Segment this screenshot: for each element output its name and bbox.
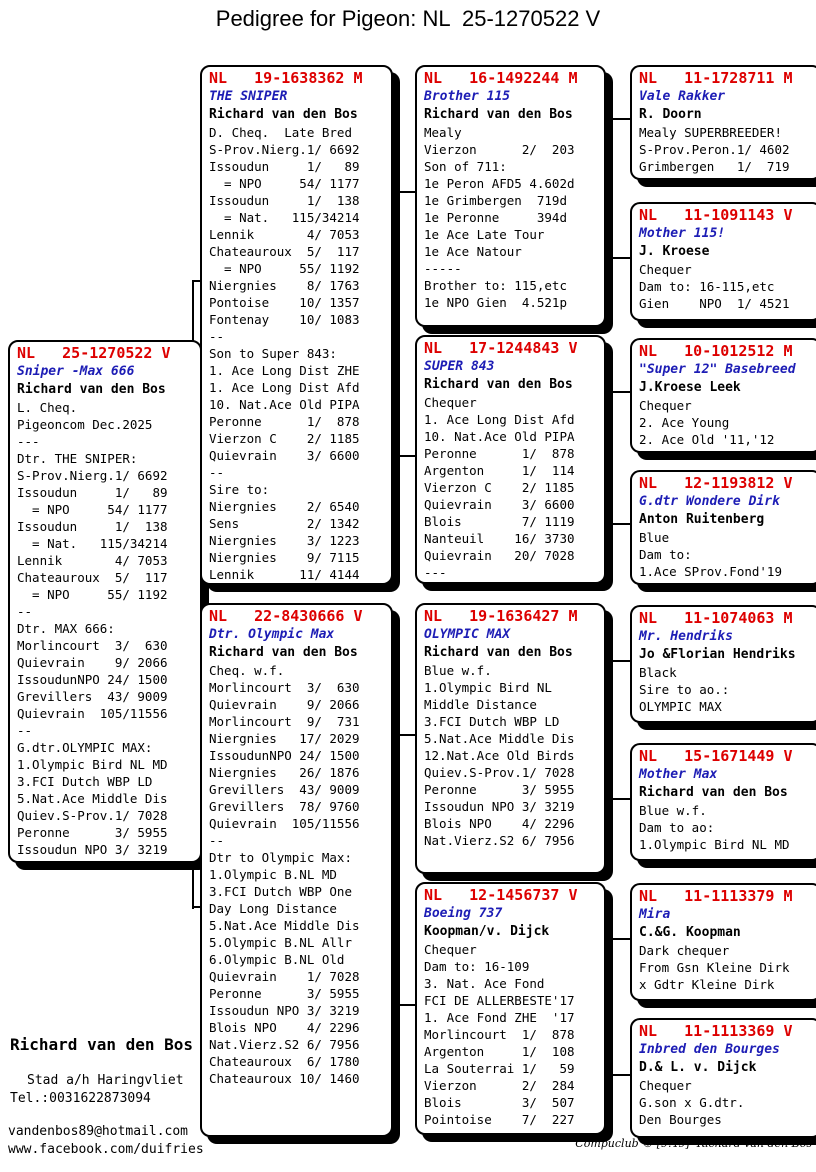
page-title: Pedigree for Pigeon: NL 25-1270522 V: [215, 6, 601, 31]
pigeon-name: Vale Rakker: [639, 89, 726, 104]
box-sire-dam-sire: NL 10-1012512 M "Super 12" Basebreed J.K…: [630, 338, 816, 453]
owner-name: Richard van den Bos: [424, 377, 573, 392]
ring-number: NL 12-1456737 V: [424, 886, 578, 904]
pigeon-name: "Super 12" Basebreed: [639, 362, 796, 377]
box-dam-dam-dam: NL 11-1113369 V Inbred den Bourges D.& L…: [630, 1018, 816, 1138]
pigeon-name: Mira: [639, 907, 671, 922]
pigeon-name: Mother 115!: [639, 226, 726, 241]
pigeon-name: THE SNIPER: [209, 89, 288, 104]
software-credit: Compuclub © [9.49] Richard van den Bos: [575, 1137, 812, 1150]
performance-lines: Mealy Vierzon 2/ 203 Son of 711: 1e Pero…: [424, 125, 575, 310]
owner-name: D.& L. v. Dijck: [639, 1060, 757, 1075]
ring-number: NL 10-1012512 M: [639, 342, 793, 360]
box-dam-sire-sire: NL 11-1074063 M Mr. Hendriks Jo &Florian…: [630, 605, 816, 723]
owner-name: Richard van den Bos: [209, 645, 358, 660]
connector-line: [602, 938, 631, 940]
owner-name: R. Doorn: [639, 107, 702, 122]
pigeon-name: G.dtr Wondere Dirk: [639, 494, 780, 509]
performance-lines: Chequer G.son x G.dtr. Den Bourges: [639, 1078, 745, 1127]
performance-lines: Blue w.f. Dam to ao: 1.Olympic Bird NL M…: [639, 803, 790, 852]
owner-name: Richard van den Bos: [424, 645, 573, 660]
ring-number: NL 11-1113369 V: [639, 1022, 793, 1040]
performance-lines: Dark chequer From Gsn Kleine Dirk x Gdtr…: [639, 943, 790, 992]
box-dam-sire-dam: NL 15-1671449 V Mother Max Richard van d…: [630, 743, 816, 861]
connector-line: [398, 192, 400, 458]
footer-phone: Tel.:0031622873094: [10, 1091, 151, 1106]
ring-number: NL 19-1636427 M: [424, 607, 578, 625]
performance-lines: Cheq. w.f. Morlincourt 3/ 630 Quievrain …: [209, 663, 360, 1086]
pigeon-name: Mother Max: [639, 767, 718, 782]
connector-line: [602, 257, 631, 259]
ring-number: NL 11-1091143 V: [639, 206, 793, 224]
owner-name: Anton Ruitenberg: [639, 512, 765, 527]
owner-name: J. Kroese: [639, 244, 710, 259]
ring-number: NL 12-1193812 V: [639, 474, 793, 492]
box-dam: NL 22-8430666 V Dtr. Olympic Max Richard…: [200, 603, 393, 1137]
pigeon-name: Boeing 737: [424, 906, 503, 921]
pigeon-name: Sniper -Max 666: [17, 364, 135, 379]
box-dam-dam-sire: NL 11-1113379 M Mira C.&G. Koopman Dark …: [630, 883, 816, 1001]
connector-line: [192, 280, 201, 282]
footer-website: www.facebook.com/duifries: [8, 1142, 204, 1157]
ring-number: NL 11-1074063 M: [639, 609, 793, 627]
performance-lines: Chequer Dam to: 16-115,etc Gien NPO 1/ 4…: [639, 262, 790, 311]
pigeon-name: Mr. Hendriks: [639, 629, 733, 644]
performance-lines: D. Cheq. Late Bred S-Prov.Nierg.1/ 6692 …: [209, 125, 360, 582]
pigeon-name: OLYMPIC MAX: [424, 627, 511, 642]
owner-name: Jo &Florian Hendriks: [639, 647, 796, 662]
ring-number: NL 22-8430666 V: [209, 607, 363, 625]
connector-line: [398, 735, 400, 1007]
owner-name: C.&G. Koopman: [639, 925, 741, 940]
box-sire-dam: NL 17-1244843 V SUPER 843 Richard van de…: [415, 335, 606, 584]
box-dam-sire: NL 19-1636427 M OLYMPIC MAX Richard van …: [415, 603, 606, 874]
owner-name: Richard van den Bos: [209, 107, 358, 122]
box-sire-sire-dam: NL 11-1091143 V Mother 115! J. Kroese Ch…: [630, 202, 816, 321]
performance-lines: Mealy SUPERBREEDER! S-Prov.Peron.1/ 4602…: [639, 125, 790, 174]
box-dam-dam: NL 12-1456737 V Boeing 737 Koopman/v. Di…: [415, 882, 606, 1135]
performance-lines: Chequer 1. Ace Long Dist Afd 10. Nat.Ace…: [424, 395, 575, 580]
performance-lines: L. Cheq. Pigeoncom Dec.2025 --- Dtr. THE…: [17, 400, 168, 857]
connector-line: [602, 118, 631, 120]
box-sire-dam-dam: NL 12-1193812 V G.dtr Wondere Dirk Anton…: [630, 470, 816, 585]
footer-email: vandenbos89@hotmail.com: [8, 1124, 189, 1139]
ring-number: NL 16-1492244 M: [424, 69, 578, 87]
performance-lines: Blue w.f. 1.Olympic Bird NL Middle Dista…: [424, 663, 575, 848]
performance-lines: Chequer Dam to: 16-109 3. Nat. Ace Fond …: [424, 942, 575, 1127]
pigeon-name: Dtr. Olympic Max: [209, 627, 335, 642]
box-subject: NL 25-1270522 V Sniper -Max 666 Richard …: [8, 340, 202, 863]
ring-number: NL 17-1244843 V: [424, 339, 578, 357]
box-sire-sire: NL 16-1492244 M Brother 115 Richard van …: [415, 65, 606, 327]
performance-lines: Chequer 2. Ace Young 2. Ace Old '11,'12: [639, 398, 775, 447]
connector-line: [602, 391, 631, 393]
owner-name: J.Kroese Leek: [639, 380, 741, 395]
performance-lines: Black Sire to ao.: OLYMPIC MAX: [639, 665, 730, 714]
connector-line: [192, 906, 201, 908]
performance-lines: Blue Dam to: 1.Ace SProv.Fond'19: [639, 530, 782, 579]
pigeon-name: Inbred den Bourges: [639, 1042, 780, 1057]
footer-owner-name: Richard van den Bos: [10, 1035, 194, 1054]
box-sire-sire-sire: NL 11-1728711 M Vale Rakker R. Doorn Mea…: [630, 65, 816, 180]
pigeon-name: Brother 115: [424, 89, 511, 104]
ring-number: NL 11-1113379 M: [639, 887, 793, 905]
owner-name: Koopman/v. Dijck: [424, 924, 550, 939]
owner-name: Richard van den Bos: [17, 382, 166, 397]
ring-number: NL 15-1671449 V: [639, 747, 793, 765]
ring-number: NL 19-1638362 M: [209, 69, 363, 87]
connector-line: [602, 660, 631, 662]
owner-name: Richard van den Bos: [424, 107, 573, 122]
connector-line: [602, 798, 631, 800]
owner-name: Richard van den Bos: [639, 785, 788, 800]
connector-line: [398, 734, 416, 736]
ring-number: NL 11-1728711 M: [639, 69, 793, 87]
box-sire: NL 19-1638362 M THE SNIPER Richard van d…: [200, 65, 393, 585]
connector-line: [602, 523, 631, 525]
connector-line: [398, 455, 416, 457]
connector-line: [398, 191, 416, 193]
connector-line: [398, 1004, 416, 1006]
connector-line: [602, 1074, 631, 1076]
ring-number: NL 25-1270522 V: [17, 344, 171, 362]
pigeon-name: SUPER 843: [424, 359, 495, 374]
footer-address: Stad a/h Haringvliet: [27, 1073, 184, 1088]
